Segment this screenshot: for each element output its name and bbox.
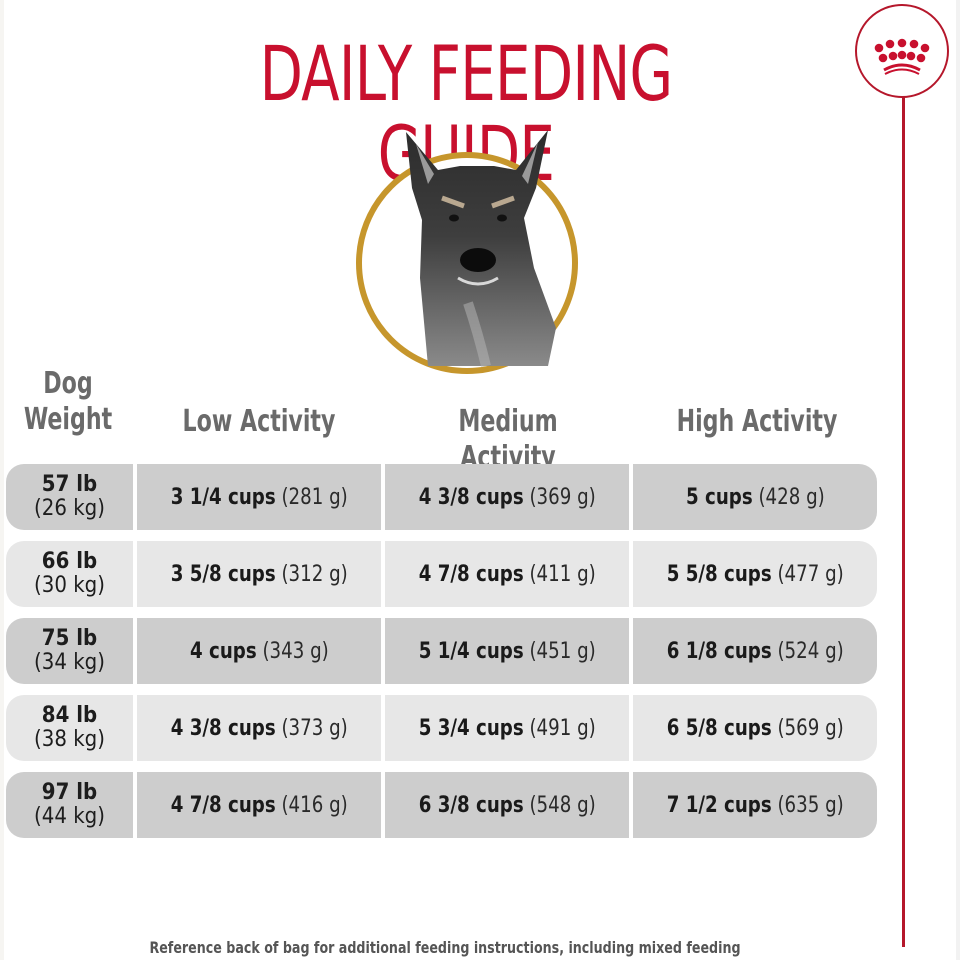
cups-value: 6 1/8 cups	[666, 638, 772, 664]
table-row: 66 lb (30 kg) 3 5/8 cups (312 g) 4 7/8 c…	[6, 541, 882, 607]
medium-activity-cell: 6 3/8 cups (548 g)	[385, 772, 629, 838]
cups-value: 5 cups	[685, 484, 753, 510]
cups-value: 5 5/8 cups	[666, 561, 772, 587]
weight-cell: 84 lb (38 kg)	[6, 695, 133, 761]
weight-lb: 57 lb	[41, 472, 98, 497]
grams-value: (428 g)	[752, 484, 825, 510]
weight-lb: 66 lb	[41, 549, 98, 574]
crown-icon	[874, 38, 930, 75]
weight-cell: 66 lb (30 kg)	[6, 541, 133, 607]
grams-value: (477 g)	[771, 561, 844, 587]
grams-value: (411 g)	[523, 561, 596, 587]
brand-vertical-line	[902, 97, 905, 947]
grams-value: (369 g)	[523, 484, 596, 510]
high-activity-cell: 7 1/2 cups (635 g)	[633, 772, 877, 838]
page-title: DAILY FEEDING GUIDE	[259, 29, 674, 194]
weight-lb: 97 lb	[41, 780, 98, 805]
cups-value: 5 1/4 cups	[418, 638, 524, 664]
header-high-activity: High Activity	[676, 404, 838, 439]
low-activity-cell: 4 3/8 cups (373 g)	[137, 695, 381, 761]
cups-value: 7 1/2 cups	[666, 792, 772, 818]
cups-value: 5 3/4 cups	[418, 715, 524, 741]
grams-value: (312 g)	[275, 561, 348, 587]
medium-activity-cell: 5 3/4 cups (491 g)	[385, 695, 629, 761]
header-dog-weight: Dog Weight	[19, 366, 117, 438]
cups-value: 6 5/8 cups	[666, 715, 772, 741]
cups-value: 4 3/8 cups	[418, 484, 524, 510]
high-activity-cell: 6 5/8 cups (569 g)	[633, 695, 877, 761]
weight-cell: 75 lb (34 kg)	[6, 618, 133, 684]
weight-cell: 97 lb (44 kg)	[6, 772, 133, 838]
cups-value: 3 5/8 cups	[170, 561, 276, 587]
dog-illustration	[406, 130, 556, 368]
grams-value: (524 g)	[771, 638, 844, 664]
table-row: 84 lb (38 kg) 4 3/8 cups (373 g) 5 3/4 c…	[6, 695, 882, 761]
weight-kg: (44 kg)	[34, 804, 105, 829]
grams-value: (343 g)	[256, 638, 329, 664]
medium-activity-cell: 5 1/4 cups (451 g)	[385, 618, 629, 684]
weight-kg: (30 kg)	[34, 573, 105, 598]
table-row: 97 lb (44 kg) 4 7/8 cups (416 g) 6 3/8 c…	[6, 772, 882, 838]
grams-value: (635 g)	[771, 792, 844, 818]
weight-kg: (34 kg)	[34, 650, 105, 675]
cups-value: 3 1/4 cups	[170, 484, 276, 510]
low-activity-cell: 3 1/4 cups (281 g)	[137, 464, 381, 530]
right-edge	[956, 0, 960, 960]
grams-value: (569 g)	[771, 715, 844, 741]
grams-value: (451 g)	[523, 638, 596, 664]
grams-value: (281 g)	[275, 484, 348, 510]
header-low-activity: Low Activity	[182, 404, 336, 439]
high-activity-cell: 6 1/8 cups (524 g)	[633, 618, 877, 684]
grams-value: (373 g)	[275, 715, 348, 741]
brand-logo	[855, 4, 949, 98]
weight-kg: (26 kg)	[34, 496, 105, 521]
cups-value: 6 3/8 cups	[418, 792, 524, 818]
table-row: 75 lb (34 kg) 4 cups (343 g) 5 1/4 cups …	[6, 618, 882, 684]
grams-value: (548 g)	[523, 792, 596, 818]
grams-value: (491 g)	[523, 715, 596, 741]
weight-cell: 57 lb (26 kg)	[6, 464, 133, 530]
medium-activity-cell: 4 7/8 cups (411 g)	[385, 541, 629, 607]
weight-kg: (38 kg)	[34, 727, 105, 752]
header-weight-line2: Weight	[23, 402, 113, 437]
cups-value: 4 7/8 cups	[170, 792, 276, 818]
cups-value: 4 cups	[189, 638, 257, 664]
header-weight-line1: Dog	[43, 366, 93, 401]
low-activity-cell: 4 cups (343 g)	[137, 618, 381, 684]
high-activity-cell: 5 cups (428 g)	[633, 464, 877, 530]
table-row: 57 lb (26 kg) 3 1/4 cups (281 g) 4 3/8 c…	[6, 464, 882, 530]
left-edge	[0, 0, 4, 960]
footer-note: Reference back of bag for additional fee…	[149, 938, 741, 957]
cups-value: 4 7/8 cups	[418, 561, 524, 587]
weight-lb: 84 lb	[41, 703, 98, 728]
medium-activity-cell: 4 3/8 cups (369 g)	[385, 464, 629, 530]
weight-lb: 75 lb	[41, 626, 98, 651]
high-activity-cell: 5 5/8 cups (477 g)	[633, 541, 877, 607]
cups-value: 4 3/8 cups	[170, 715, 276, 741]
grams-value: (416 g)	[275, 792, 348, 818]
low-activity-cell: 4 7/8 cups (416 g)	[137, 772, 381, 838]
low-activity-cell: 3 5/8 cups (312 g)	[137, 541, 381, 607]
